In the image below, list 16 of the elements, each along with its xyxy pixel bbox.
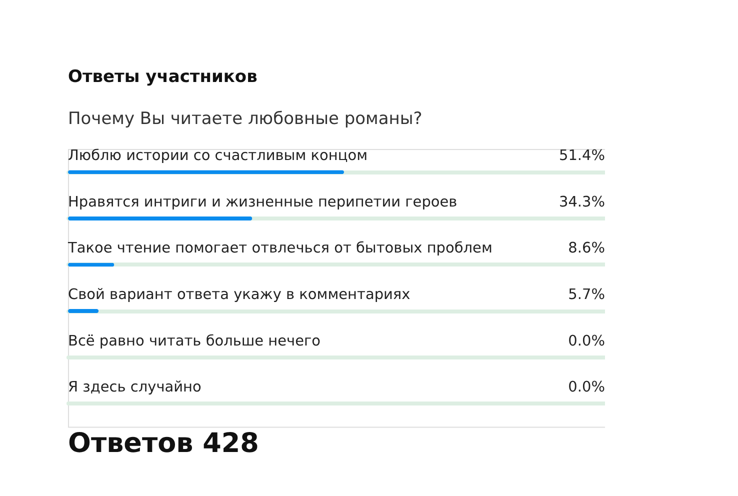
data-label: 5.7% <box>568 287 605 304</box>
data-label: 34.3% <box>558 194 605 210</box>
y-tick-label: Всё равно читать больше нечего <box>68 333 321 350</box>
y-tick-label: Нравятся интриги и жизненные перипетии героев <box>68 194 458 210</box>
chart-title: Ответы участников <box>68 67 258 88</box>
data-label: 51.4% <box>558 148 605 164</box>
chart-subtitle: Почему Вы читаете любовные романы? <box>68 109 422 130</box>
y-tick-label: Я здесь случайно <box>68 380 202 396</box>
data-label: 0.0% <box>568 380 605 396</box>
y-tick-label: Люблю истории со счастливым концом <box>68 148 368 164</box>
y-tick-label: Такое чтение помогает отвлечься от бытовых проблем <box>67 240 492 257</box>
bar <box>68 309 99 314</box>
text: Ответов 428 <box>68 428 259 459</box>
data-label: 8.6% <box>568 240 605 257</box>
y-tick-label: Свой вариант ответа укажу в комментариях <box>68 287 411 304</box>
data-label: 0.0% <box>568 333 605 350</box>
